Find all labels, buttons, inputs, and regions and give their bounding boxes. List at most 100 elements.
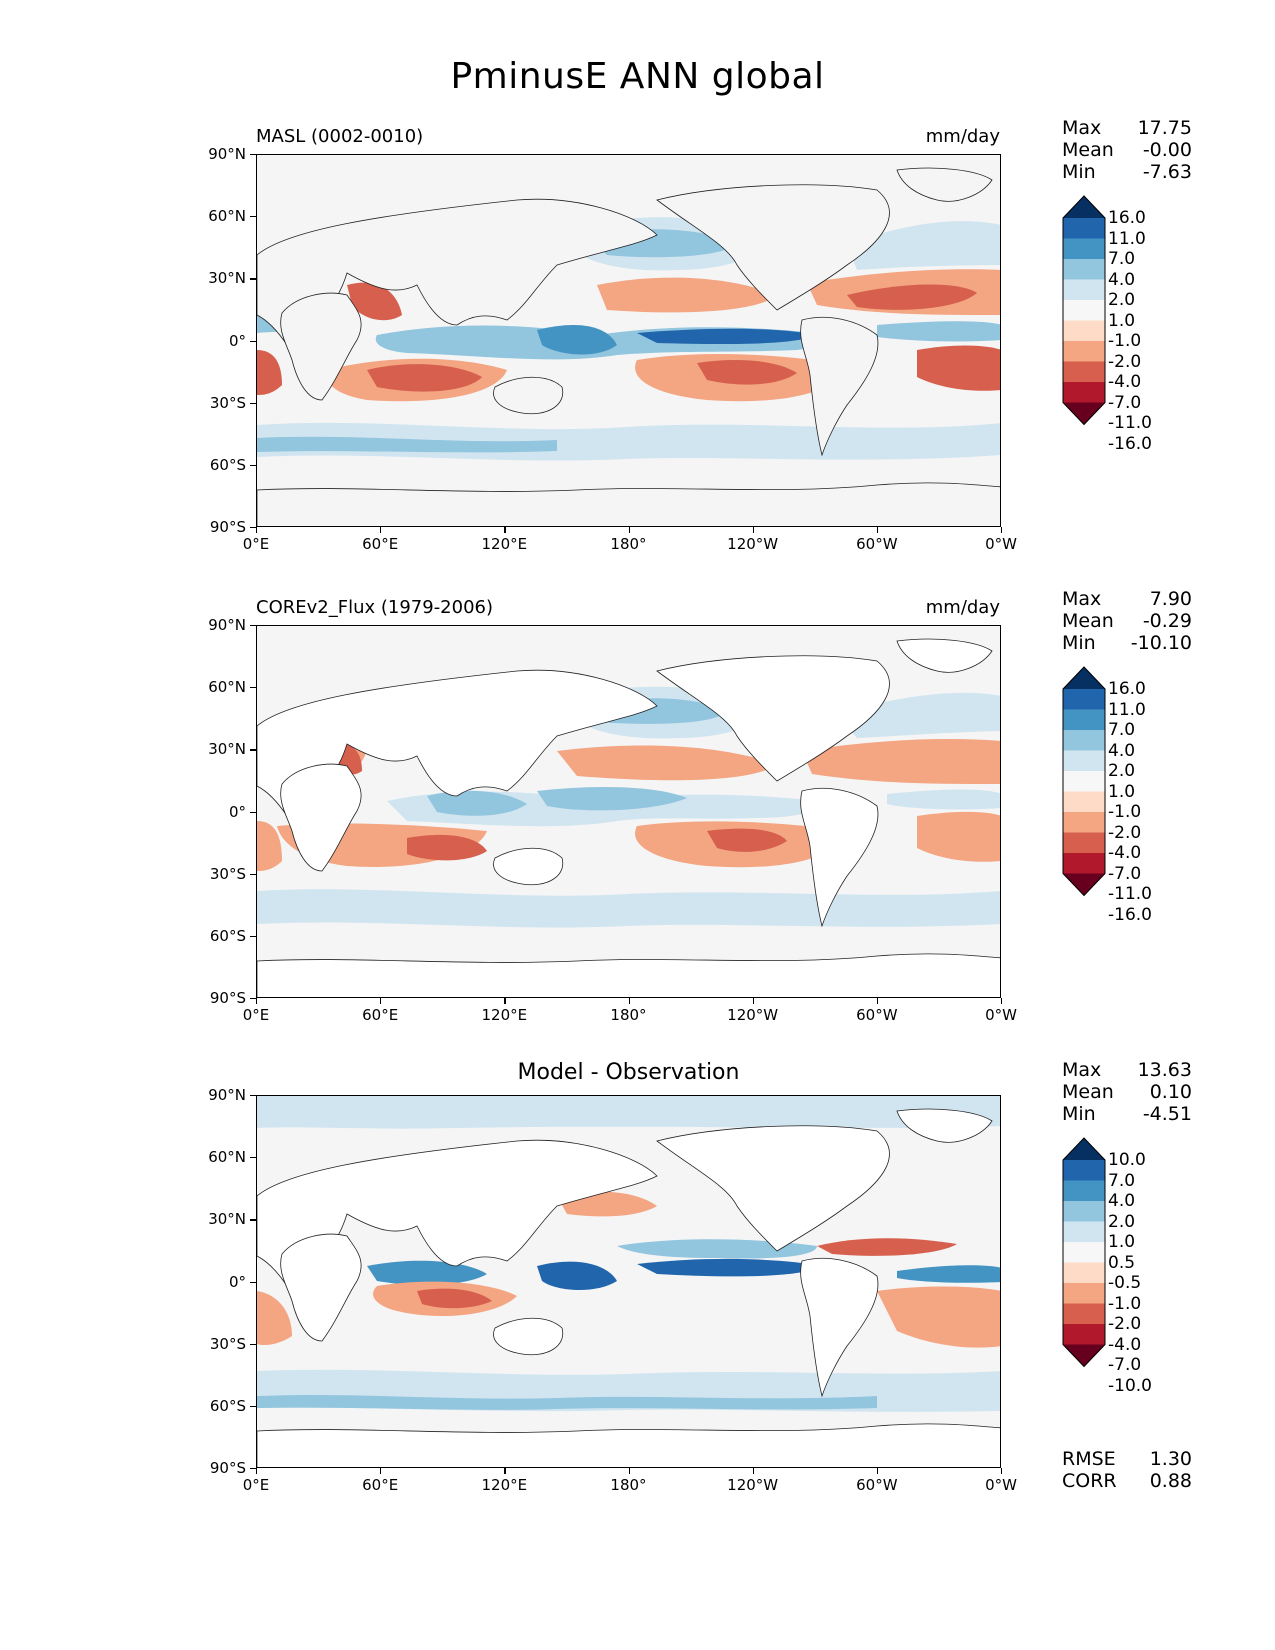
lon-tick-mark — [256, 998, 258, 1004]
stats-min-value: -7.63 — [1142, 161, 1192, 183]
colorbar-tick-label: 7.0 — [1108, 249, 1136, 269]
colorbar-bin — [1063, 341, 1105, 362]
south-america-outline — [800, 1257, 879, 1398]
colorbar-tick-label: 1.0 — [1108, 310, 1136, 331]
panel-difference-title: Model - Observation — [517, 1060, 740, 1085]
continents — [257, 167, 1000, 526]
colorbar-extend-top — [1063, 1138, 1105, 1160]
field-sh-atlantic — [917, 345, 1000, 391]
stats-min-value: -10.10 — [1130, 632, 1192, 654]
lat-tick-mark — [250, 687, 256, 689]
lon-tick-mark — [628, 527, 630, 533]
africa-outline — [280, 1233, 362, 1342]
north-america-outline — [656, 1125, 890, 1252]
colorbar-bin — [1063, 320, 1105, 342]
colorbar-bin — [1063, 382, 1105, 403]
colorbar-tick-label: -2.0 — [1108, 1314, 1142, 1334]
colorbar-bin — [1063, 300, 1105, 321]
lat-tick-label: 60°N — [208, 207, 246, 226]
colorbar-bin — [1063, 238, 1105, 260]
colorbar-outline — [1062, 195, 1106, 426]
south-america-outline — [800, 316, 879, 457]
colorbar-bin — [1063, 750, 1105, 772]
field-arctic — [257, 1096, 1000, 1129]
map-test — [256, 154, 1001, 527]
colorbar-outline — [1062, 1137, 1106, 1368]
lon-tick-label: 0°E — [242, 1006, 270, 1024]
lat-tick-label: 30°N — [208, 740, 246, 759]
lon-tick-label: 60°W — [856, 1006, 898, 1024]
lon-tick-label: 60°W — [856, 1476, 898, 1494]
field-north-atlantic — [847, 221, 1000, 270]
lat-tick-label: 90°S — [209, 518, 246, 536]
panel-reference: COREv2_Flux (1979-2006) mm/day — [0, 0, 1275, 998]
lat-tick-label: 0° — [228, 1272, 246, 1291]
lat-tick-mark — [250, 1343, 256, 1345]
colorbar-extend-top — [1063, 667, 1105, 689]
field-se-atlantic — [257, 1291, 292, 1346]
field-sh-atlantic — [917, 811, 1000, 862]
stats-min-label: Min — [1062, 161, 1096, 183]
north-america-outline — [656, 184, 890, 311]
lat-tick-mark — [250, 873, 256, 875]
colorbar-tick-label: 1.0 — [1108, 1232, 1136, 1252]
greenland-outline — [896, 1108, 993, 1143]
lat-tick-mark — [250, 216, 256, 218]
colorbar-bin — [1063, 1201, 1105, 1222]
lon-tick-mark — [504, 1468, 506, 1474]
colorbar-tick-label: -11.0 — [1108, 884, 1152, 904]
panel-test: MASL (0002-0010) mm/day — [0, 0, 1275, 527]
lon-tick-label: 120°E — [481, 1006, 528, 1024]
metrics-difference: RMSE 1.30 CORR 0.88 — [1062, 1448, 1192, 1492]
field-sh-indian-core — [407, 834, 487, 861]
lat-tick-label: 60°S — [209, 926, 246, 945]
lon-tick-mark — [876, 998, 879, 1004]
field-warm-pool — [537, 786, 687, 811]
field-atlantic-itcz — [887, 789, 1000, 810]
lon-tick-mark — [876, 1468, 879, 1474]
colorbar-bin — [1063, 709, 1105, 731]
colorbar-tick-label: 10.0 — [1108, 1150, 1146, 1170]
lat-tick-mark — [250, 749, 256, 751]
lon-tick-mark — [1001, 527, 1003, 533]
stats-difference: Max 13.63 Mean 0.10 Min -4.51 — [1062, 1059, 1192, 1125]
lon-tick-label: 120°W — [727, 1476, 779, 1494]
colorbar — [1062, 1137, 1106, 1368]
lon-tick-label: 0°W — [985, 1006, 1017, 1024]
colorbar-tick-label: -10.0 — [1108, 1375, 1152, 1396]
field-sh-indian-core — [417, 1288, 492, 1309]
lon-tick-label: 0°E — [242, 1476, 270, 1494]
colorbar-bin — [1063, 1180, 1105, 1202]
corr-label: CORR — [1062, 1470, 1117, 1492]
colorbar-tick-label: 0.5 — [1108, 1252, 1136, 1273]
colorbar-bin — [1063, 361, 1105, 383]
lat-tick-mark — [250, 154, 256, 156]
lat-tick-label: 0° — [228, 331, 246, 350]
colorbar-bin — [1063, 1262, 1105, 1284]
lon-tick-label: 120°W — [727, 535, 779, 553]
lat-tick-mark — [250, 1281, 256, 1283]
colorbar-extend-bottom — [1063, 402, 1105, 425]
colorbar-bin — [1063, 771, 1105, 792]
lon-tick-mark — [1001, 998, 1003, 1004]
field-warm-pool — [537, 1261, 617, 1291]
lon-tick-mark — [1001, 1468, 1003, 1474]
lon-tick-label: 0°W — [985, 1476, 1017, 1494]
stats-mean-label: Mean — [1062, 610, 1114, 632]
lon-tick-label: 180° — [610, 1006, 647, 1024]
figure-title: PminusE ANN global — [450, 56, 825, 97]
colorbar-bin — [1063, 730, 1105, 751]
colorbar-bin — [1063, 1242, 1105, 1263]
stats-mean-value: -0.00 — [1142, 139, 1192, 161]
colorbar-bin — [1063, 1160, 1105, 1181]
lat-tick-label: 60°S — [209, 455, 246, 474]
lon-tick-mark — [256, 527, 258, 533]
lat-tick-label: 30°S — [209, 393, 246, 412]
field-southern-ocean — [257, 889, 1000, 928]
stats-min-label: Min — [1062, 1103, 1096, 1125]
north-america-outline — [656, 655, 890, 782]
colorbar-tick-label: -1.0 — [1108, 1293, 1142, 1314]
antarctica-outline — [257, 953, 1000, 997]
colorbar-tick-label: 11.0 — [1108, 228, 1146, 249]
lat-tick-label: 60°N — [208, 678, 246, 697]
